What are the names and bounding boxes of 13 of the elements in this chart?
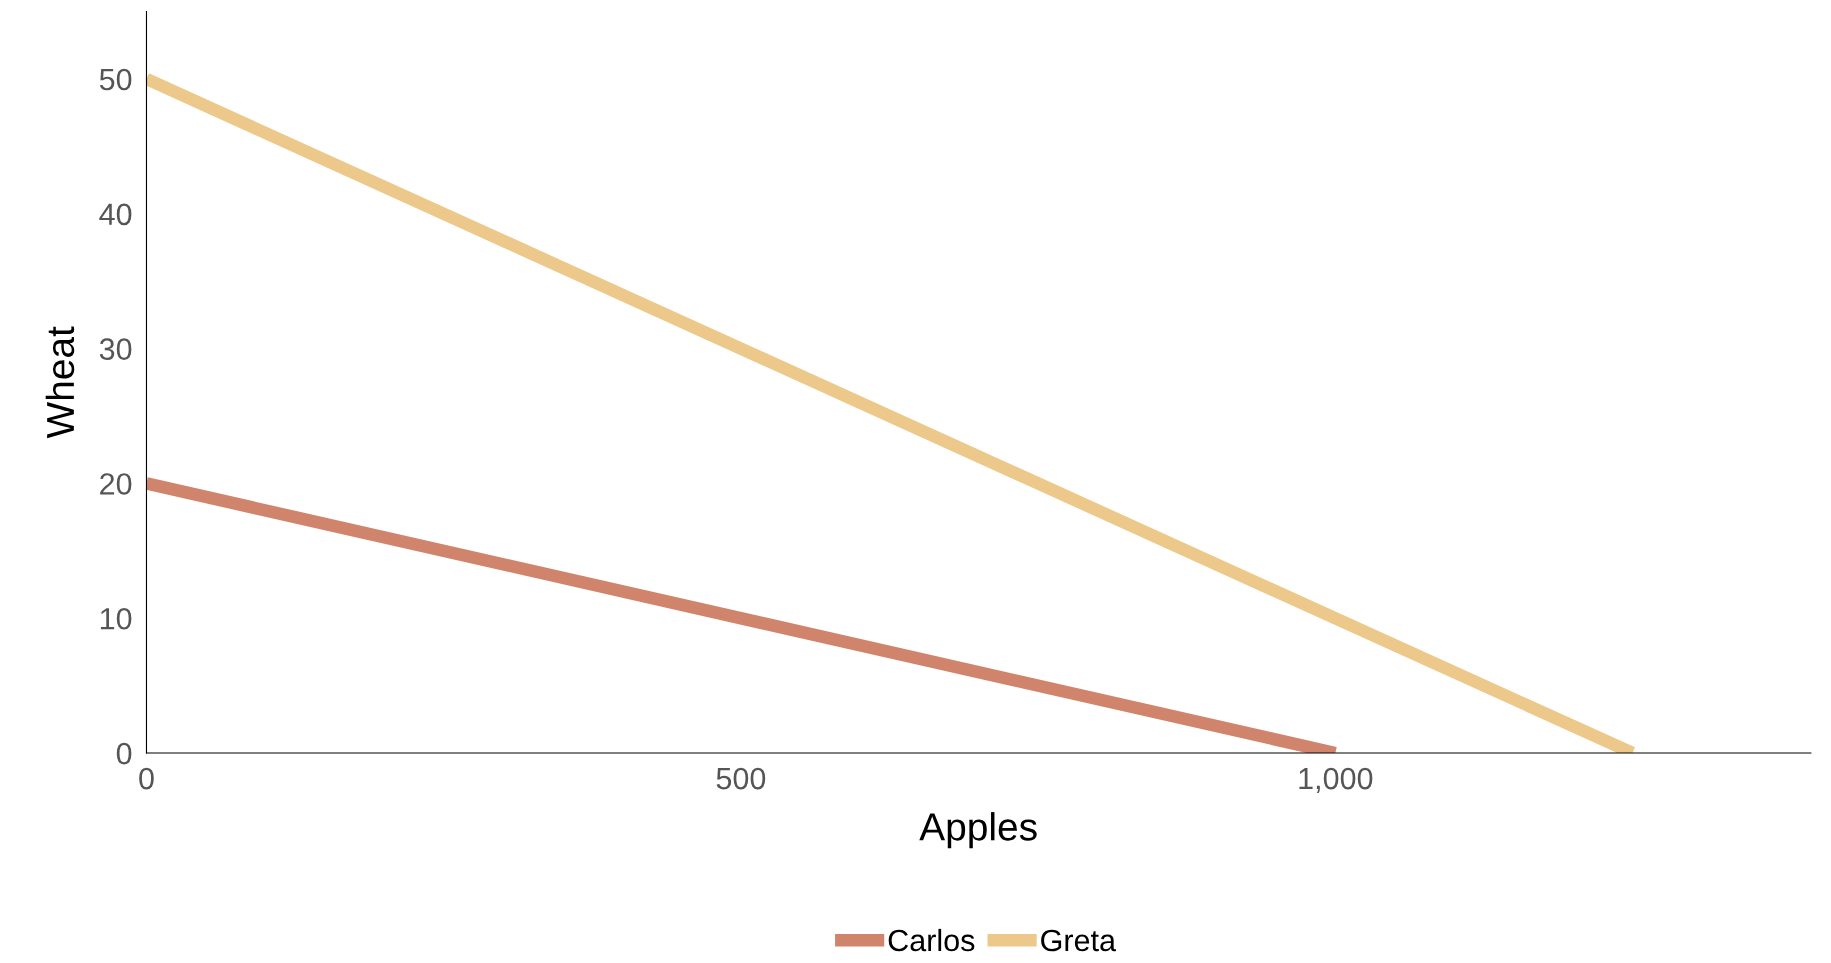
x-axis-title: Apples [919,812,1037,849]
x-tick-label: 500 [716,767,766,790]
y-axis-title: Wheat [45,326,75,439]
y-tick-label: 0 [116,742,132,765]
x-tick-label: 0 [139,767,154,790]
legend-label: Carlos [888,928,975,952]
y-tick-label: 30 [99,338,132,360]
y-tick-label: 10 [100,607,132,630]
y-tick-label: 20 [100,473,132,495]
legend-label: Greta [1041,929,1117,952]
y-tick-label: 40 [99,203,132,226]
x-tick-label: 1,000 [1299,767,1373,794]
y-tick-label: 50 [99,68,132,91]
